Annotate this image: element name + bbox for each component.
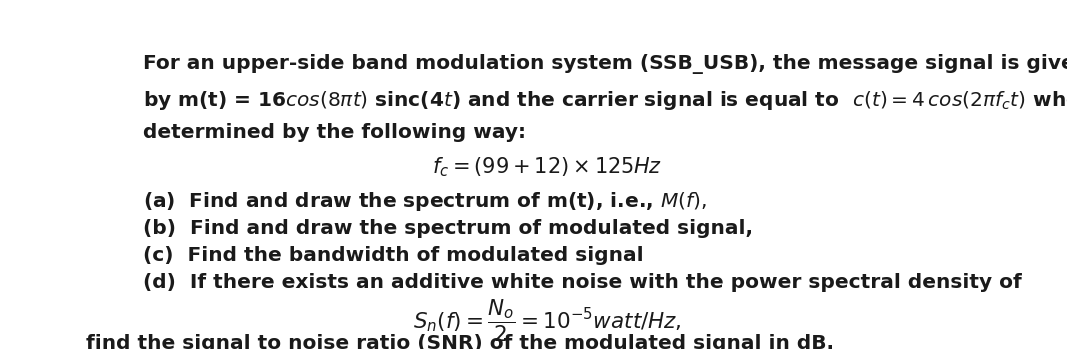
- Text: by m(t) = 16$cos(8\pi t)$ sinc(4$t$) and the carrier signal is equal to  $c(t) =: by m(t) = 16$cos(8\pi t)$ sinc(4$t$) and…: [143, 89, 1067, 112]
- Text: (c)  Find the bandwidth of modulated signal: (c) Find the bandwidth of modulated sign…: [143, 246, 643, 265]
- Text: (d)  If there exists an additive white noise with the power spectral density of: (d) If there exists an additive white no…: [143, 273, 1022, 292]
- Text: $f_c = (99 + 12) \times 125Hz$: $f_c = (99 + 12) \times 125Hz$: [432, 155, 662, 179]
- Text: (a)  Find and draw the spectrum of m(t), i.e., $M(f),$: (a) Find and draw the spectrum of m(t), …: [143, 190, 707, 213]
- Text: (b)  Find and draw the spectrum of modulated signal,: (b) Find and draw the spectrum of modula…: [143, 219, 753, 238]
- Text: $S_n(f) = \dfrac{N_o}{2} = 10^{-5}watt/Hz,$: $S_n(f) = \dfrac{N_o}{2} = 10^{-5}watt/H…: [413, 298, 681, 344]
- Text: find the signal to noise ratio (SNR) of the modulated signal in dB.: find the signal to noise ratio (SNR) of …: [86, 334, 834, 349]
- Text: For an upper-side band modulation system (SSB_USB), the message signal is given: For an upper-side band modulation system…: [143, 54, 1067, 74]
- Text: determined by the following way:: determined by the following way:: [143, 123, 526, 142]
